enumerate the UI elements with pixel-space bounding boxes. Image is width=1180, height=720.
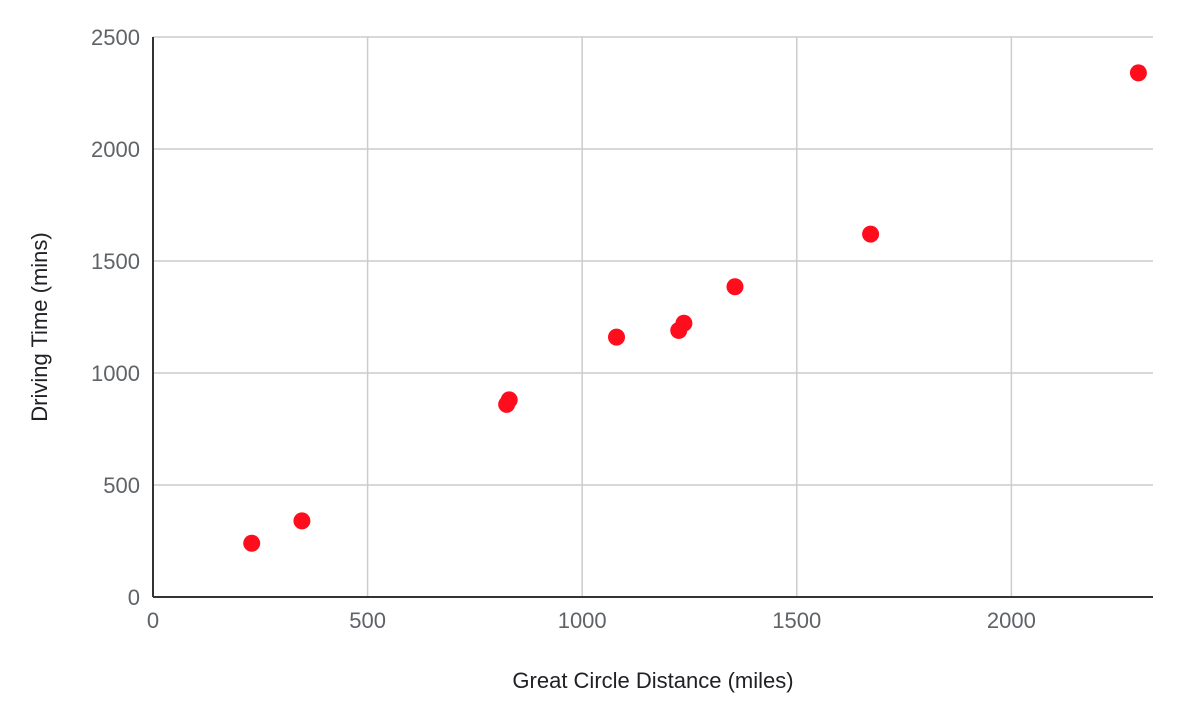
x-tick-label: 1500 <box>772 608 821 633</box>
y-axis-title: Driving Time (mins) <box>27 232 52 421</box>
data-point <box>675 314 693 332</box>
data-point <box>862 225 880 243</box>
y-tick-label: 2500 <box>91 25 140 50</box>
data-point <box>726 278 744 296</box>
x-tick-label: 1000 <box>558 608 607 633</box>
data-points <box>243 64 1147 552</box>
grid <box>153 36 1153 597</box>
data-point <box>293 512 311 530</box>
data-point <box>1129 64 1147 82</box>
y-tick-label: 1000 <box>91 361 140 386</box>
y-tick-label: 1500 <box>91 249 140 274</box>
y-tick-label: 2000 <box>91 137 140 162</box>
data-point <box>608 328 626 346</box>
data-point <box>243 534 261 552</box>
x-tick-label: 500 <box>349 608 386 633</box>
axes <box>152 37 1153 598</box>
data-point <box>500 391 518 409</box>
x-axis-title: Great Circle Distance (miles) <box>512 668 793 693</box>
y-tick-label: 500 <box>103 473 140 498</box>
tick-labels: 0 500 1000 1500 2000 2500 0 500 1000 1500 2000 <box>91 25 1036 633</box>
x-tick-label: 2000 <box>987 608 1036 633</box>
y-tick-label: 0 <box>128 585 140 610</box>
x-tick-label: 0 <box>147 608 159 633</box>
